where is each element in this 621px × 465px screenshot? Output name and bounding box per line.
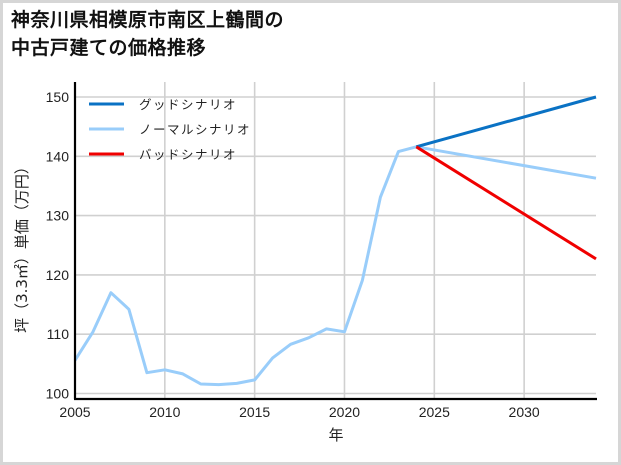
x-tick-label: 2005 xyxy=(59,404,90,420)
series-line-1 xyxy=(73,145,597,387)
data-series xyxy=(73,95,597,387)
x-axis-label: 年 xyxy=(328,426,343,444)
legend-label: グッドシナリオ xyxy=(139,97,237,112)
series-line-2 xyxy=(415,145,597,261)
y-tick-label: 150 xyxy=(46,89,70,105)
x-tick-label: 2025 xyxy=(419,404,450,420)
x-tick-label: 2015 xyxy=(239,404,270,420)
x-tick-labels: 2005 2010 2015 2020 2025 2030 xyxy=(59,404,539,420)
x-tick-label: 2010 xyxy=(149,404,180,420)
y-axis-label: 坪（3.3㎡）単価（万円） xyxy=(13,159,31,333)
y-tick-label: 120 xyxy=(46,267,70,283)
y-tick-label: 110 xyxy=(47,326,70,342)
legend-label: バッドシナリオ xyxy=(139,147,237,162)
y-tick-labels: 100 110 120 130 140 150 xyxy=(46,89,70,402)
y-tick-label: 100 xyxy=(46,386,70,402)
x-tick-label: 2030 xyxy=(509,404,540,420)
legend-label: ノーマルシナリオ xyxy=(139,122,251,137)
y-tick-label: 130 xyxy=(46,208,70,224)
grid-lines xyxy=(74,82,596,399)
chart-title: 神奈川県相模原市南区上鶴間の 中古戸建ての価格推移 xyxy=(11,6,284,62)
axes xyxy=(73,82,597,401)
y-tick-label: 140 xyxy=(46,148,70,164)
series-line-0 xyxy=(415,95,597,149)
chart-title-line-2: 中古戸建ての価格推移 xyxy=(11,37,207,59)
chart-title-line-1: 神奈川県相模原市南区上鶴間の xyxy=(11,9,285,31)
x-tick-label: 2020 xyxy=(329,404,360,420)
